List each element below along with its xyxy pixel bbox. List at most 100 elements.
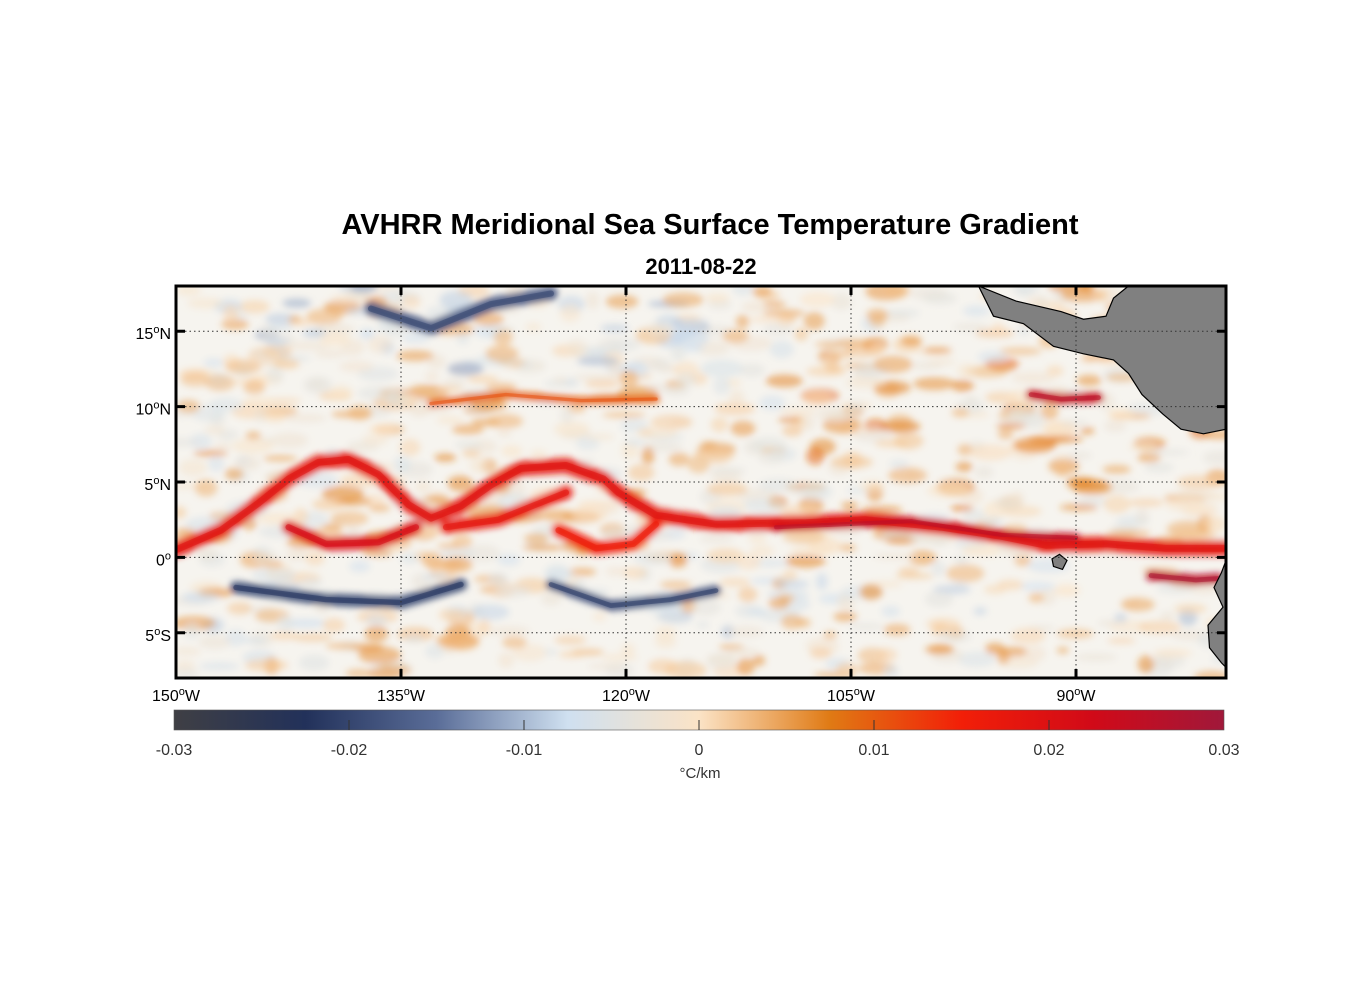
field-cell <box>502 636 527 649</box>
field-cell <box>738 363 765 377</box>
field-cell <box>284 413 327 423</box>
field-cell <box>730 420 756 437</box>
field-cell <box>485 382 517 392</box>
field-cell <box>883 623 911 636</box>
field-cell <box>222 304 239 322</box>
field-cell <box>654 634 677 649</box>
field-cell <box>1093 287 1110 302</box>
field-cell <box>747 533 767 544</box>
field-cell <box>743 498 785 514</box>
field-cell <box>789 546 833 555</box>
field-cell <box>1040 403 1059 420</box>
field-cell <box>176 438 200 447</box>
field-cell <box>322 617 345 633</box>
field-cell <box>194 479 218 497</box>
field-cell <box>1020 412 1046 430</box>
field-cell <box>881 605 901 617</box>
field-cell <box>364 625 389 643</box>
field-cell <box>790 489 826 497</box>
field-cell <box>554 635 587 645</box>
field-cell <box>576 356 620 366</box>
field-cell <box>568 404 586 414</box>
field-cell <box>471 604 510 620</box>
field-cell <box>262 455 298 462</box>
field-cell <box>176 286 202 296</box>
field-cell <box>488 572 509 587</box>
field-cell <box>859 584 883 600</box>
field-cell <box>227 601 253 615</box>
field-cell <box>349 560 371 573</box>
field-cell <box>880 420 921 434</box>
field-cell <box>600 324 629 333</box>
field-cell <box>923 292 957 305</box>
field-cell <box>293 508 309 525</box>
field-cell <box>624 438 645 447</box>
field-cell <box>568 567 597 577</box>
field-cell <box>803 312 825 330</box>
field-cell <box>996 422 1026 430</box>
field-cell <box>1010 628 1046 644</box>
field-cell <box>727 625 764 638</box>
field-cell <box>322 523 342 532</box>
field-cell <box>668 330 709 347</box>
field-cell <box>1174 603 1207 614</box>
field-cell <box>700 441 717 448</box>
field-cell <box>304 551 325 566</box>
field-cell <box>997 428 1014 440</box>
x-tick-label: 90oW <box>1056 686 1096 705</box>
field-cell <box>208 456 225 472</box>
feature-core-warm-band-11n <box>429 392 658 406</box>
field-cell <box>853 428 892 443</box>
field-cell <box>1054 460 1069 477</box>
field-cell <box>873 552 917 560</box>
field-cell <box>367 335 392 354</box>
field-cell <box>628 464 655 481</box>
field-cell <box>437 542 461 550</box>
field-cell <box>497 429 512 437</box>
colorbar-tick-label: -0.03 <box>156 742 193 759</box>
field-cell <box>893 432 924 450</box>
field-cell <box>437 385 462 394</box>
field-cell <box>678 320 706 328</box>
field-cell <box>424 371 440 382</box>
field-cell <box>884 309 920 318</box>
field-cell <box>198 635 231 650</box>
field-cell <box>662 384 690 396</box>
field-cell <box>691 598 721 616</box>
field-cell <box>587 663 626 670</box>
field-cell <box>451 424 484 435</box>
field-cell <box>868 344 887 354</box>
field-cell <box>1025 646 1046 662</box>
y-tick-label: 15oN <box>136 324 171 343</box>
field-cell <box>882 286 911 299</box>
field-cell <box>1103 420 1127 433</box>
field-cell <box>263 410 287 423</box>
field-cell <box>1075 653 1118 662</box>
field-cell <box>1010 491 1025 507</box>
field-cell <box>386 324 406 338</box>
land-galapagos <box>1051 553 1068 571</box>
field-cell <box>339 360 374 372</box>
field-cell <box>752 654 766 667</box>
field-cell <box>312 498 345 511</box>
field-cell <box>841 501 859 510</box>
field-cell <box>498 652 514 668</box>
feature-core-tiw-trough-3 <box>555 521 660 552</box>
field-cell <box>1111 529 1151 537</box>
field-cell <box>523 533 550 544</box>
field-cell <box>620 643 636 656</box>
field-cell <box>1012 437 1056 454</box>
field-cell <box>544 379 580 388</box>
field-cell <box>441 646 457 654</box>
field-cell <box>957 363 976 378</box>
field-cell <box>830 293 852 310</box>
field-cell <box>1107 637 1136 644</box>
feature-core-tiw-trough-1 <box>285 524 420 547</box>
feature-core-south-band-cold-2 <box>548 582 719 608</box>
field-cell <box>447 362 485 376</box>
field-cell <box>815 573 828 591</box>
field-cell <box>399 438 421 457</box>
field-cell <box>244 659 289 672</box>
field-cell <box>999 347 1042 356</box>
